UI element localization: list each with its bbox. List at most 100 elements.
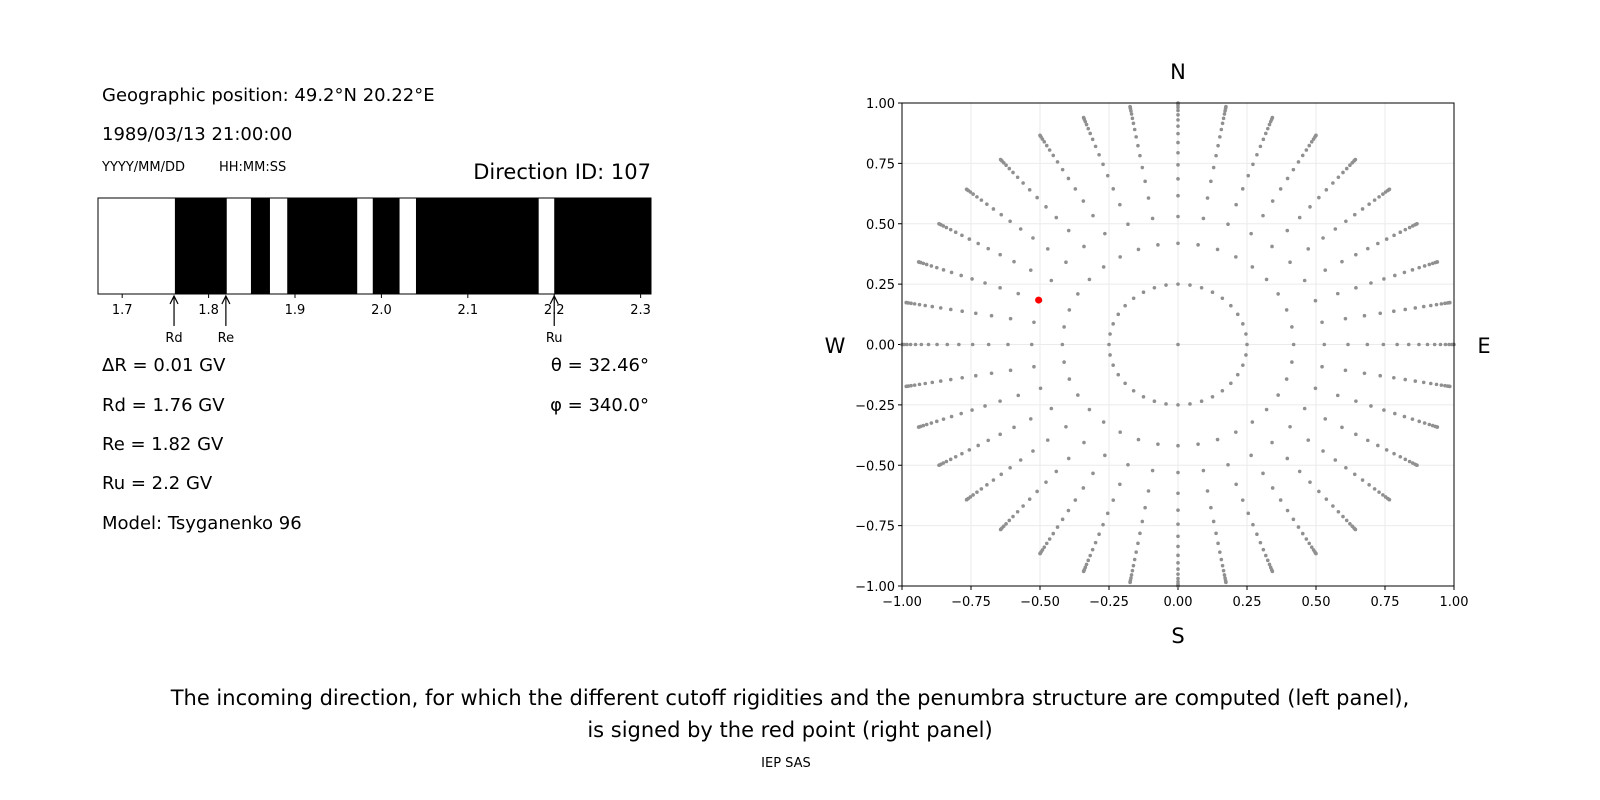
direction-point (1300, 531, 1305, 536)
x-tick-label: 0.00 (1164, 595, 1193, 610)
direction-point (1387, 497, 1392, 502)
direction-point (976, 241, 980, 246)
y-tick-label: 0.00 (866, 339, 895, 354)
direction-point (957, 342, 961, 347)
direction-point (1258, 540, 1263, 545)
direction-point (1352, 212, 1357, 217)
direction-point (1084, 122, 1089, 127)
y-tick-label: −0.75 (855, 520, 895, 535)
direction-point (1176, 118, 1180, 122)
direction-point (970, 408, 974, 412)
direction-point (1088, 553, 1093, 558)
direction-point (1398, 454, 1403, 459)
direction-point (1141, 394, 1146, 399)
re-value: Re = 1.82 GV (102, 434, 224, 455)
direction-point (923, 381, 928, 386)
direction-point (1081, 115, 1086, 120)
direction-point (1403, 457, 1408, 462)
direction-point (1417, 342, 1421, 347)
direction-point (1091, 471, 1095, 476)
direction-point (1241, 363, 1245, 367)
direction-point (1176, 150, 1180, 155)
direction-point (929, 264, 934, 268)
direction-point (1066, 456, 1071, 461)
direction-point (1176, 342, 1180, 347)
compass-west: W (825, 334, 846, 358)
direction-point (1038, 386, 1043, 391)
direction-point (1403, 227, 1408, 232)
direction-point (1035, 195, 1039, 200)
direction-point (1447, 342, 1451, 347)
x-tick-label: 1.8 (198, 303, 219, 318)
direction-point (1176, 470, 1180, 475)
direction-point (1304, 148, 1309, 152)
direction-point (1443, 383, 1447, 388)
direction-point (1156, 442, 1160, 446)
direction-point (1263, 131, 1268, 136)
direction-point (1229, 381, 1233, 386)
direction-point (1448, 384, 1452, 389)
direction-point (912, 383, 917, 387)
direction-point (1344, 219, 1348, 224)
direction-point (1107, 342, 1111, 347)
direction-point (1008, 368, 1013, 373)
direction-point (929, 421, 934, 425)
direction-point (1016, 393, 1021, 398)
direction-point (941, 417, 946, 421)
direction-point (949, 270, 954, 275)
direction-point (1027, 188, 1032, 192)
direction-point (1403, 307, 1408, 312)
direction-point (1011, 514, 1015, 519)
direction-point (1296, 525, 1301, 529)
delta-r-value: ΔR = 0.01 GV (102, 355, 226, 376)
direction-point (975, 195, 979, 199)
direction-point (1344, 465, 1348, 470)
direction-point (1060, 167, 1065, 172)
direction-point (1291, 517, 1296, 522)
direction-point (1415, 463, 1419, 468)
x-tick-label: 2.1 (457, 303, 478, 318)
direction-point (1176, 544, 1180, 549)
direction-point (1031, 449, 1035, 453)
direction-point (1176, 491, 1180, 496)
allowed-band (357, 198, 373, 294)
direction-point (1320, 320, 1324, 325)
direction-point (1188, 402, 1192, 406)
direction-point (930, 304, 935, 309)
direction-point (1044, 143, 1049, 148)
direction-point (909, 383, 913, 388)
direction-point (1029, 342, 1034, 347)
direction-point (1136, 247, 1141, 252)
direction-point (1308, 205, 1312, 209)
direction-point (1152, 285, 1157, 290)
direction-point (1284, 377, 1289, 381)
direction-point (1224, 104, 1228, 109)
direction-point (1222, 112, 1227, 116)
direction-point (1435, 425, 1440, 429)
direction-point (1216, 541, 1220, 546)
direction-point (983, 404, 987, 408)
direction-point (959, 411, 963, 416)
direction-point (1103, 453, 1107, 458)
direction-point (1343, 368, 1348, 373)
direction-point (1421, 380, 1426, 385)
direction-point (1378, 311, 1383, 316)
direction-point (948, 227, 953, 232)
direction-point (1128, 104, 1132, 109)
direction-point (1111, 322, 1115, 326)
marker-label-re: Re (218, 331, 234, 346)
direction-point (1333, 458, 1338, 462)
direction-point (1288, 424, 1292, 429)
direction-point (1116, 372, 1121, 377)
direction-point (1381, 192, 1385, 196)
allowed-band (98, 198, 175, 294)
direction-point (1290, 360, 1294, 364)
direction-point (1049, 278, 1054, 283)
direction-point (1296, 160, 1301, 164)
direction-point (1410, 417, 1415, 421)
direction-point (905, 342, 909, 347)
direction-point (1309, 545, 1314, 549)
direction-point (1176, 534, 1180, 539)
marker-label-ru: Ru (546, 331, 563, 346)
direction-point (919, 342, 924, 347)
